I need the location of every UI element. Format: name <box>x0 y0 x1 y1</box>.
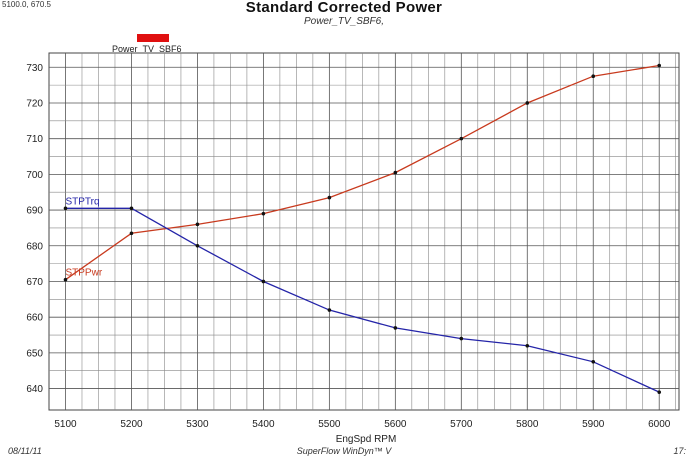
data-point <box>327 195 332 200</box>
y-tick-label: 660 <box>26 313 43 324</box>
data-point <box>129 231 134 236</box>
data-point <box>459 136 464 141</box>
x-tick-label: 5700 <box>450 419 473 430</box>
series-line-stptrq <box>65 207 660 393</box>
y-tick-label: 720 <box>26 98 43 109</box>
data-point <box>525 343 530 348</box>
x-axis-label: EngSpd RPM <box>336 434 397 445</box>
footer-app-name: SuperFlow WinDyn™ V <box>296 446 392 456</box>
x-tick-label: 5600 <box>384 419 407 430</box>
series-label-stptrq: STPTrq <box>65 196 99 207</box>
data-point <box>459 336 464 341</box>
x-tick-label: 5300 <box>186 419 209 430</box>
data-point <box>195 222 200 227</box>
data-point <box>327 308 332 312</box>
data-point <box>591 360 596 364</box>
x-tick-label: 5400 <box>252 419 275 430</box>
x-tick-label: 5200 <box>120 419 143 430</box>
x-tick-label: 5100 <box>54 419 77 430</box>
chart-title: Standard Corrected Power <box>245 0 443 16</box>
data-point <box>393 326 398 330</box>
data-point <box>63 206 68 211</box>
legend-color-swatch <box>137 34 169 42</box>
data-point <box>393 170 398 175</box>
x-tick-label: 6000 <box>648 419 671 430</box>
data-point <box>261 211 266 216</box>
x-tick-label: 5900 <box>582 419 605 430</box>
data-point <box>195 243 200 248</box>
data-point <box>525 101 530 105</box>
y-tick-label: 670 <box>26 277 43 288</box>
series-lines <box>63 63 662 394</box>
series-label-stppwr: STPPwr <box>65 268 102 279</box>
grid-lines <box>49 53 679 410</box>
y-tick-label: 710 <box>26 134 43 145</box>
x-tick-label: 5800 <box>516 419 539 430</box>
x-tick-label: 5500 <box>318 419 341 430</box>
series-labels: STPPwr STPTrq <box>65 196 102 278</box>
data-point <box>129 206 134 211</box>
plot-area <box>48 52 680 411</box>
coordinate-readout: 5100.0, 670.5 <box>2 0 51 9</box>
y-tick-label: 650 <box>26 348 43 359</box>
data-point <box>261 279 266 284</box>
legend-label: Power_TV_SBF6 <box>112 44 182 54</box>
data-point <box>63 277 68 282</box>
data-point <box>657 390 662 394</box>
data-point <box>657 63 662 68</box>
chart-subtitle: Power_TV_SBF6, <box>303 16 385 27</box>
y-tick-label: 690 <box>26 206 43 217</box>
y-tick-label: 680 <box>26 241 43 252</box>
series-line-stppwr <box>65 64 660 281</box>
axes: 640 650 660 670 680 690 700 710 720 730 5100 5200 53… <box>26 63 670 430</box>
y-tick-label: 700 <box>26 170 43 181</box>
y-tick-label: 640 <box>26 384 43 395</box>
footer-time: 17: <box>673 446 686 456</box>
y-tick-label: 730 <box>26 63 43 74</box>
data-point <box>591 74 596 79</box>
footer-date: 08/11/11 <box>8 446 42 456</box>
